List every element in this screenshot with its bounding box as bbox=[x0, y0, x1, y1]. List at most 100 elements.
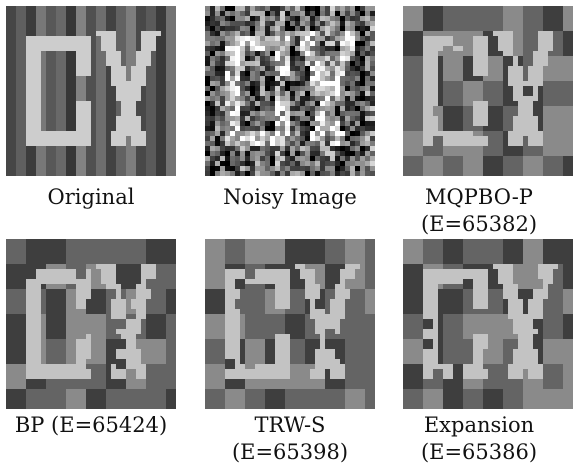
background-pixel bbox=[538, 11, 544, 17]
background-pixel bbox=[210, 21, 216, 27]
letter-pixel bbox=[141, 81, 147, 87]
background-pixel bbox=[171, 284, 176, 290]
letter-pixel bbox=[230, 81, 236, 87]
background-pixel bbox=[121, 21, 127, 27]
letter-pixel bbox=[36, 304, 42, 310]
background-pixel bbox=[568, 171, 573, 176]
letter-pixel bbox=[131, 131, 137, 137]
letter-pixel bbox=[275, 46, 281, 52]
letter-pixel bbox=[131, 309, 137, 315]
letter-pixel bbox=[56, 46, 62, 52]
background-pixel bbox=[106, 111, 112, 117]
background-pixel bbox=[215, 259, 221, 265]
background-pixel bbox=[126, 56, 132, 62]
background-pixel bbox=[41, 71, 47, 77]
background-pixel bbox=[448, 116, 454, 122]
background-pixel bbox=[66, 299, 72, 305]
letter-pixel bbox=[31, 76, 37, 82]
background-pixel bbox=[538, 116, 544, 122]
background-pixel bbox=[365, 41, 371, 47]
background-pixel bbox=[146, 151, 152, 157]
background-pixel bbox=[171, 151, 176, 157]
background-pixel bbox=[166, 61, 172, 67]
background-pixel bbox=[141, 86, 147, 92]
background-pixel bbox=[71, 76, 77, 82]
background-pixel bbox=[285, 254, 291, 260]
background-pixel bbox=[91, 389, 97, 395]
letter-pixel bbox=[533, 61, 539, 67]
letter-pixel bbox=[76, 46, 82, 52]
letter-pixel bbox=[230, 41, 236, 47]
background-pixel bbox=[171, 66, 176, 72]
background-pixel bbox=[136, 166, 142, 172]
letter-pixel bbox=[320, 131, 326, 137]
background-pixel bbox=[478, 81, 484, 87]
letter-pixel bbox=[106, 51, 112, 57]
background-pixel bbox=[6, 61, 12, 67]
letter-pixel bbox=[255, 131, 261, 137]
letter-pixel bbox=[235, 71, 241, 77]
background-pixel bbox=[126, 304, 132, 310]
letter-pixel bbox=[235, 51, 241, 57]
background-pixel bbox=[568, 116, 573, 122]
background-pixel bbox=[340, 116, 346, 122]
letter-pixel bbox=[423, 121, 429, 127]
background-pixel bbox=[146, 319, 152, 325]
background-pixel bbox=[81, 21, 87, 27]
background-pixel bbox=[260, 6, 266, 12]
background-pixel bbox=[260, 11, 266, 17]
background-pixel bbox=[121, 274, 127, 280]
background-pixel bbox=[225, 259, 231, 265]
background-pixel bbox=[350, 126, 356, 132]
background-pixel bbox=[146, 244, 152, 250]
background-pixel bbox=[46, 309, 52, 315]
letter-pixel bbox=[41, 279, 47, 285]
background-pixel bbox=[16, 274, 22, 280]
letter-pixel bbox=[508, 131, 514, 137]
background-pixel bbox=[106, 314, 112, 320]
background-pixel bbox=[46, 379, 52, 385]
background-pixel bbox=[116, 171, 122, 176]
letter-pixel bbox=[31, 289, 37, 295]
background-pixel bbox=[325, 166, 331, 172]
background-pixel bbox=[270, 61, 276, 67]
background-pixel bbox=[270, 6, 276, 12]
background-pixel bbox=[96, 66, 102, 72]
background-pixel bbox=[225, 166, 231, 172]
letter-pixel bbox=[518, 106, 524, 112]
letter-pixel bbox=[121, 101, 127, 107]
letter-pixel bbox=[235, 81, 241, 87]
background-pixel bbox=[513, 16, 519, 22]
background-pixel bbox=[21, 6, 27, 12]
letter-pixel bbox=[483, 51, 489, 57]
letter-pixel bbox=[141, 136, 147, 142]
letter-pixel bbox=[270, 274, 276, 280]
background-pixel bbox=[365, 66, 371, 72]
background-pixel bbox=[528, 31, 534, 37]
background-pixel bbox=[106, 299, 112, 305]
background-pixel bbox=[488, 16, 494, 22]
background-pixel bbox=[418, 11, 424, 17]
letter-pixel bbox=[473, 36, 479, 42]
background-pixel bbox=[66, 151, 72, 157]
background-pixel bbox=[71, 96, 77, 102]
background-pixel bbox=[413, 131, 419, 137]
background-pixel bbox=[295, 121, 301, 127]
background-pixel bbox=[508, 26, 514, 32]
background-pixel bbox=[126, 254, 132, 260]
background-pixel bbox=[473, 86, 479, 92]
background-pixel bbox=[513, 6, 519, 12]
background-pixel bbox=[325, 141, 331, 147]
background-pixel bbox=[468, 71, 474, 77]
background-pixel bbox=[46, 21, 52, 27]
background-pixel bbox=[443, 116, 449, 122]
background-pixel bbox=[320, 166, 326, 172]
letter-pixel bbox=[518, 121, 524, 127]
background-pixel bbox=[255, 31, 261, 37]
letter-pixel bbox=[275, 121, 281, 127]
background-pixel bbox=[26, 31, 32, 37]
background-pixel bbox=[473, 91, 479, 97]
letter-pixel bbox=[26, 299, 32, 305]
background-pixel bbox=[260, 16, 266, 22]
background-pixel bbox=[360, 249, 366, 255]
